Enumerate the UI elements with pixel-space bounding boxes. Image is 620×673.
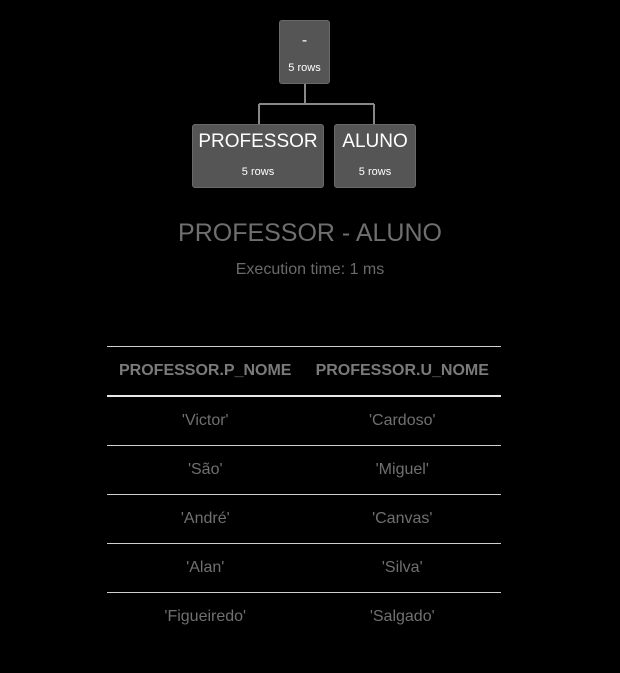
table-cell: 'Miguel' — [303, 445, 501, 495]
table-cell: 'Victor' — [107, 396, 304, 446]
table-cell: 'Salgado' — [369, 608, 435, 625]
table-row: 'São' 'Miguel' — [107, 445, 501, 495]
tree-node-aluno-name: ALUNO — [342, 131, 408, 152]
table-row: 'André' 'Canvas' — [107, 494, 501, 544]
table-cell: 'Cardoso' — [303, 396, 501, 446]
table-header-row: PROFESSOR.P_NOME PROFESSOR.U_NOME — [107, 346, 501, 397]
table-cell: 'Alan' — [107, 543, 304, 593]
table-row: 'Victor' 'Cardoso' — [107, 396, 501, 446]
table-row: 'Alan' 'Silva' — [107, 543, 501, 593]
table-row: 'Figueiredo' 'Salgado' — [107, 593, 501, 642]
tree-node-aluno[interactable]: ALUNO 5 rows — [334, 124, 416, 188]
result-table: PROFESSOR.P_NOME PROFESSOR.U_NOME 'Victo… — [107, 346, 501, 641]
tree-node-aluno-rows: 5 rows — [358, 166, 392, 178]
tree-links — [258, 84, 375, 124]
query-title: PROFESSOR - ALUNO — [178, 219, 442, 247]
column-header-p-nome: PROFESSOR.P_NOME — [107, 346, 304, 397]
table-cell: 'Canvas' — [303, 494, 501, 544]
query-tree: - 5 rows PROFESSOR 5 rows ALUNO 5 rows — [0, 0, 620, 200]
column-header-u-nome: PROFESSOR.U_NOME — [303, 346, 501, 397]
tree-node-professor-rows: 5 rows — [241, 166, 275, 178]
execution-time: Execution time: 1 ms — [235, 261, 385, 278]
tree-node-root-rows: 5 rows — [288, 62, 321, 74]
table-cell: 'São' — [107, 445, 304, 495]
table-cell: 'Silva' — [303, 543, 501, 593]
tree-node-professor-name: PROFESSOR — [198, 131, 318, 152]
table-cell: 'Figueiredo' — [164, 608, 247, 625]
tree-node-professor[interactable]: PROFESSOR 5 rows — [192, 124, 324, 188]
tree-node-root-name: - — [301, 32, 308, 49]
tree-node-root[interactable]: - 5 rows — [279, 20, 330, 84]
table-cell: 'André' — [107, 494, 304, 544]
